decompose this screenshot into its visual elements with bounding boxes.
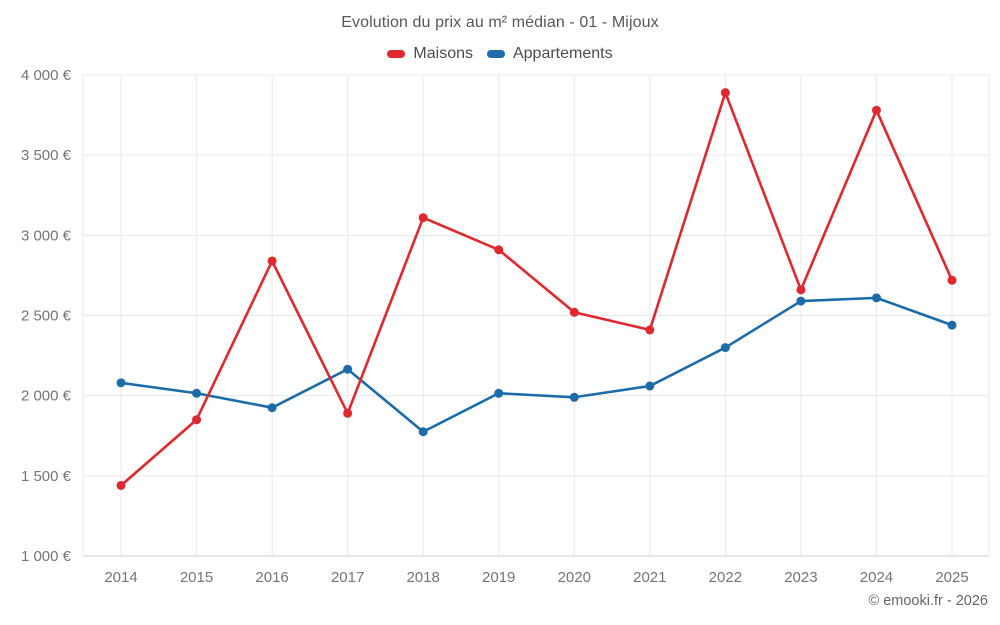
- data-point-maisons-2020[interactable]: [569, 307, 579, 317]
- chart-title: Evolution du prix au m² médian - 01 - Mi…: [341, 14, 659, 31]
- data-point-appartements-2022[interactable]: [720, 343, 730, 353]
- x-tick-label: 2023: [784, 569, 817, 586]
- data-point-appartements-2016[interactable]: [267, 403, 277, 413]
- y-tick-label: 1 500 €: [21, 468, 72, 485]
- data-point-maisons-2025[interactable]: [947, 275, 957, 285]
- data-point-maisons-2018[interactable]: [418, 213, 428, 223]
- x-tick-label: 2024: [860, 569, 893, 586]
- data-point-maisons-2023[interactable]: [796, 285, 806, 295]
- maisons-legend-label: Maisons: [413, 45, 473, 62]
- legend-item-maisons[interactable]: Maisons: [387, 45, 473, 63]
- data-point-appartements-2023[interactable]: [796, 296, 806, 306]
- series-line-appartements: [119, 296, 954, 434]
- data-point-maisons-2022[interactable]: [720, 88, 730, 98]
- data-point-appartements-2018[interactable]: [418, 427, 428, 437]
- data-point-appartements-2021[interactable]: [645, 381, 655, 391]
- x-tick-label: 2020: [558, 569, 591, 586]
- data-point-appartements-2017[interactable]: [343, 364, 353, 374]
- data-point-maisons-2016[interactable]: [267, 256, 277, 266]
- data-point-maisons-2021[interactable]: [645, 325, 655, 335]
- data-point-appartements-2020[interactable]: [569, 392, 579, 402]
- data-point-maisons-2017[interactable]: [343, 408, 353, 418]
- x-tick-label: 2019: [482, 569, 515, 586]
- x-tick-label: 2017: [331, 569, 364, 586]
- chart-legend: Maisons Appartements: [0, 45, 1000, 63]
- x-tick-label: 2015: [180, 569, 213, 586]
- data-point-maisons-2024[interactable]: [871, 105, 881, 115]
- data-point-maisons-2014[interactable]: [116, 480, 126, 490]
- y-tick-label: 2 000 €: [21, 388, 72, 405]
- x-tick-label: 2018: [406, 569, 439, 586]
- y-tick-label: 1 000 €: [21, 548, 72, 565]
- appartements-legend-swatch: [486, 50, 505, 58]
- data-point-appartements-2019[interactable]: [494, 388, 504, 398]
- data-point-appartements-2015[interactable]: [192, 388, 202, 398]
- y-tick-label: 3 500 €: [21, 147, 72, 164]
- data-point-appartements-2024[interactable]: [871, 293, 881, 303]
- y-tick-label: 3 000 €: [21, 227, 72, 244]
- data-point-maisons-2019[interactable]: [494, 245, 504, 255]
- x-tick-label: 2016: [255, 569, 288, 586]
- legend-item-appartements[interactable]: Appartements: [486, 45, 613, 63]
- data-point-maisons-2015[interactable]: [192, 415, 202, 425]
- x-tick-label: 2025: [935, 569, 968, 586]
- appartements-legend-label: Appartements: [512, 45, 613, 62]
- x-tick-label: 2014: [104, 569, 137, 586]
- y-tick-label: 2 500 €: [21, 308, 72, 325]
- series-line-maisons: [119, 91, 954, 487]
- x-tick-label: 2021: [633, 569, 666, 586]
- data-point-appartements-2025[interactable]: [947, 320, 957, 330]
- data-point-appartements-2014[interactable]: [116, 378, 126, 388]
- copyright-text: © emooki.fr - 2026: [868, 593, 988, 609]
- maisons-legend-swatch: [387, 50, 406, 58]
- x-tick-label: 2022: [709, 569, 742, 586]
- y-tick-label: 4 000 €: [21, 67, 72, 84]
